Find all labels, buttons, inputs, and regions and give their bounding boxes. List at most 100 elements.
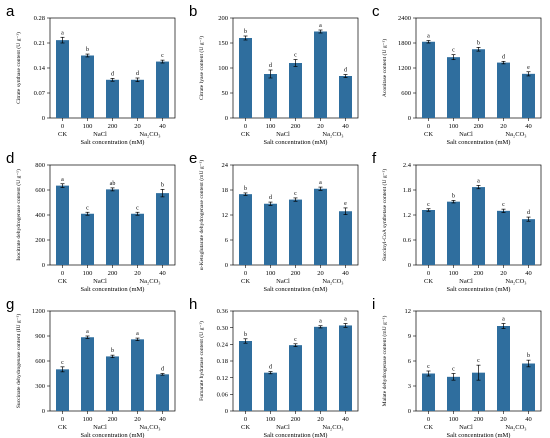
bar xyxy=(264,203,277,265)
panel-label: c xyxy=(372,3,380,20)
y-tick-label: 0 xyxy=(225,262,228,269)
significance-letter: a xyxy=(136,331,139,337)
x-tick-label: 200 xyxy=(474,416,484,423)
x-tick-label: 20 xyxy=(317,123,324,130)
significance-letter: c xyxy=(427,202,430,208)
y-tick-label: 0 xyxy=(42,262,45,269)
y-tick-label: 0.14 xyxy=(34,65,46,72)
y-tick-label: 150 xyxy=(218,40,228,47)
group-label: CK xyxy=(58,131,67,138)
group-label: CK xyxy=(424,278,433,285)
x-axis-label: Salt concentration (mM) xyxy=(447,432,511,438)
y-tick-label: 24 xyxy=(222,162,229,169)
bar xyxy=(314,31,327,118)
y-tick-label: 1200 xyxy=(398,65,411,72)
bar xyxy=(447,201,460,265)
y-tick-label: 1.8 xyxy=(403,187,411,194)
panel-i: i Malate dehydrogenase content (mU g⁻¹) 0 3… xyxy=(372,296,542,438)
y-tick-label: 2.4 xyxy=(403,162,412,169)
bar xyxy=(289,199,302,265)
group-label: CK xyxy=(58,424,67,431)
x-tick-label: 20 xyxy=(134,270,141,277)
significance-letter: a xyxy=(502,317,505,323)
significance-letter: e xyxy=(344,201,347,207)
x-tick-label: 100 xyxy=(266,123,276,130)
x-axis-label: Salt concentration (mM) xyxy=(264,286,328,293)
significance-letter: d xyxy=(344,68,347,74)
significance-letter: c xyxy=(294,191,297,197)
y-tick-label: 1.2 xyxy=(403,212,411,219)
y-tick-label: 0 xyxy=(408,115,411,122)
x-tick-label: 0 xyxy=(427,123,430,130)
x-tick-label: 20 xyxy=(317,270,324,277)
x-axis-label: Salt concentration (mM) xyxy=(447,286,511,293)
panel-label: a xyxy=(6,3,15,20)
y-tick-label: 800 xyxy=(35,162,45,169)
x-tick-label: 200 xyxy=(291,416,301,423)
group-label: NaCl xyxy=(459,131,473,138)
y-tick-label: 100 xyxy=(218,65,228,72)
significance-letter: b xyxy=(527,353,530,359)
significance-letter: ab xyxy=(110,181,116,187)
x-tick-label: 100 xyxy=(83,270,93,277)
y-axis-label: Citrate lyase content (U g⁻¹) xyxy=(198,36,205,100)
y-tick-label: 0 xyxy=(225,115,228,122)
group-label: Na₂CO₃ xyxy=(505,424,526,431)
y-tick-label: 18 xyxy=(222,187,229,194)
bar xyxy=(81,55,94,118)
y-tick-label: 0.36 xyxy=(217,308,229,315)
group-label: Na₂CO₃ xyxy=(322,424,343,431)
significance-letter: c xyxy=(427,364,430,370)
bar xyxy=(522,219,535,265)
x-tick-label: 200 xyxy=(291,270,301,277)
y-tick-label: 0.30 xyxy=(217,325,228,332)
significance-letter: b xyxy=(111,348,114,354)
y-axis-label: Fumarate hydratase content (U g⁻¹) xyxy=(198,321,205,401)
significance-letter: d xyxy=(502,54,505,60)
bar xyxy=(472,187,485,265)
x-axis-label: Salt concentration (mM) xyxy=(264,432,328,438)
significance-letter: b xyxy=(86,47,89,53)
x-tick-label: 40 xyxy=(525,123,532,130)
y-tick-label: 0.24 xyxy=(217,342,229,349)
bar xyxy=(239,194,252,265)
x-tick-label: 200 xyxy=(108,416,118,423)
significance-letter: d xyxy=(269,365,272,371)
x-tick-label: 40 xyxy=(159,123,166,130)
significance-letter: c xyxy=(477,358,480,364)
group-label: NaCl xyxy=(93,278,107,285)
x-tick-label: 100 xyxy=(83,123,93,130)
significance-letter: a xyxy=(319,319,322,325)
significance-letter: c xyxy=(86,205,89,211)
y-tick-label: 0 xyxy=(408,408,411,415)
significance-letter: c xyxy=(294,53,297,59)
y-tick-label: 2400 xyxy=(398,15,411,22)
y-axis-label: Succinyl-CoA synthetase content (U g⁻¹) xyxy=(381,169,388,261)
bar xyxy=(56,369,69,411)
y-tick-label: 6 xyxy=(408,358,412,365)
group-label: CK xyxy=(241,424,250,431)
bar xyxy=(339,211,352,265)
x-tick-label: 0 xyxy=(427,270,430,277)
x-axis-label: Salt concentration (mM) xyxy=(81,432,145,438)
significance-letter: a xyxy=(319,180,322,186)
significance-letter: c xyxy=(502,202,505,208)
significance-letter: c xyxy=(61,360,64,366)
group-label: NaCl xyxy=(93,131,107,138)
bar xyxy=(56,40,69,119)
significance-letter: c xyxy=(452,48,455,54)
significance-letter: c xyxy=(452,367,455,373)
y-tick-label: 200 xyxy=(218,15,228,22)
x-tick-label: 100 xyxy=(83,416,93,423)
significance-letter: d xyxy=(111,71,114,77)
bar xyxy=(339,76,352,118)
significance-letter: a xyxy=(61,30,64,36)
y-tick-label: 400 xyxy=(35,212,45,219)
y-tick-label: 3 xyxy=(408,383,411,390)
x-tick-label: 200 xyxy=(108,270,118,277)
group-label: Na₂CO₃ xyxy=(139,424,160,431)
y-axis-label: Isocitrate dehydrogenase content (U g⁻¹) xyxy=(15,169,22,261)
y-axis-label: Aconitase content (U g⁻¹) xyxy=(381,39,388,97)
bar xyxy=(289,345,302,411)
